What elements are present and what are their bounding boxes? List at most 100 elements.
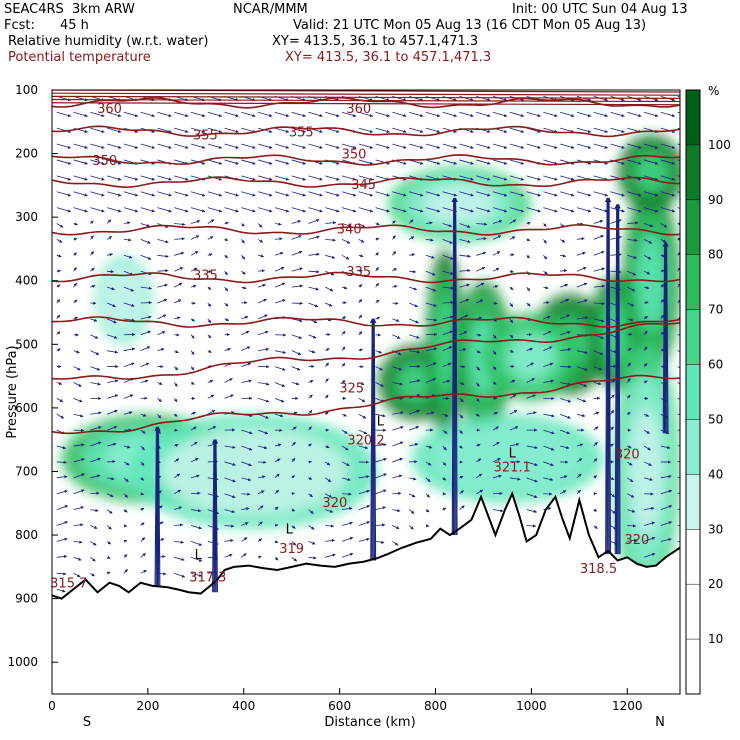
wind-arrow xyxy=(241,143,256,149)
wind-arrow xyxy=(56,475,68,479)
wind-arrow xyxy=(392,525,400,529)
wind-arrow xyxy=(73,143,88,149)
updraft-arrow xyxy=(369,318,375,561)
wind-arrow xyxy=(643,521,655,526)
wind-arrow xyxy=(409,409,420,415)
wind-arrow xyxy=(392,382,403,386)
wind-arrow xyxy=(442,429,448,434)
wind-arrow xyxy=(409,379,421,383)
wind-arrow xyxy=(560,207,575,213)
wind-arrow xyxy=(56,175,72,181)
wind-arrow xyxy=(526,191,541,197)
wind-arrow xyxy=(174,175,189,181)
updraft-arrow xyxy=(604,197,610,555)
wind-arrow xyxy=(224,254,228,259)
wind-arrow xyxy=(358,175,374,181)
wind-arrow xyxy=(325,493,333,498)
wind-arrow xyxy=(610,443,614,447)
wind-arrow xyxy=(56,398,64,403)
wind-arrow xyxy=(325,411,329,416)
wind-arrow xyxy=(325,524,335,528)
wind-arrow xyxy=(107,207,122,213)
y-tick-label: 100 xyxy=(15,83,38,97)
wind-arrow xyxy=(375,159,390,165)
wind-arrow xyxy=(392,318,400,322)
wind-arrow xyxy=(341,429,348,434)
wind-arrow xyxy=(325,509,334,513)
wind-arrow xyxy=(174,191,189,197)
wind-arrow xyxy=(677,282,680,288)
wind-arrow xyxy=(509,302,514,307)
wind-arrow xyxy=(56,239,63,243)
y-tick-label: 500 xyxy=(15,337,38,351)
wind-arrow xyxy=(224,493,236,499)
wind-arrow xyxy=(341,413,347,417)
wind-arrow xyxy=(459,254,471,258)
wind-arrow xyxy=(341,477,351,481)
wind-arrow xyxy=(425,286,437,292)
wind-arrow xyxy=(492,509,504,513)
wind-arrow xyxy=(560,330,571,336)
wind-arrow xyxy=(274,443,282,447)
wind-arrow xyxy=(677,508,680,511)
wind-arrow xyxy=(140,254,152,260)
colorbar-tick-label: 30 xyxy=(708,522,723,536)
wind-arrow xyxy=(526,411,537,415)
wind-arrow xyxy=(660,239,667,243)
y-tick-label: 900 xyxy=(15,592,38,606)
wind-arrow xyxy=(526,254,530,259)
wind-arrow xyxy=(409,207,424,213)
wind-arrow xyxy=(409,334,420,339)
wind-arrow xyxy=(375,473,387,479)
wind-arrow xyxy=(576,207,592,213)
wind-arrow xyxy=(190,381,195,385)
wind-arrow xyxy=(73,175,88,181)
wind-arrow xyxy=(576,191,592,197)
wind-arrow xyxy=(56,521,69,526)
theta-label: 335 xyxy=(346,265,371,280)
wind-arrow xyxy=(409,111,424,117)
wind-arrow xyxy=(526,207,541,213)
wind-arrow xyxy=(241,301,248,305)
wind-arrow xyxy=(174,316,181,320)
wind-arrow xyxy=(509,426,519,431)
wind-arrow xyxy=(593,235,604,240)
wind-arrow xyxy=(442,461,447,466)
wind-arrow xyxy=(325,461,331,466)
wind-arrow xyxy=(291,111,307,117)
wind-arrow xyxy=(341,207,357,213)
wind-arrow xyxy=(56,143,72,149)
wind-arrow xyxy=(375,143,390,149)
wind-arrow xyxy=(509,111,525,117)
theta-label: 320 xyxy=(615,448,640,463)
wind-arrow xyxy=(291,556,298,562)
wind-arrow xyxy=(241,159,256,165)
wind-arrow xyxy=(425,461,432,466)
wind-arrow xyxy=(677,397,680,400)
wind-arrow xyxy=(341,175,357,181)
wind-arrow xyxy=(157,331,166,336)
fcst-label: Fcst: xyxy=(4,18,35,33)
wind-arrow xyxy=(174,523,184,527)
model-label: SEAC4RS 3km ARW xyxy=(4,2,135,17)
colorbar-tick-label: 90 xyxy=(708,193,723,207)
wind-arrow xyxy=(576,489,581,495)
wind-arrow xyxy=(224,539,234,543)
wind-arrow xyxy=(107,111,122,117)
wind-arrow xyxy=(593,127,609,133)
wind-arrow xyxy=(107,394,119,399)
wind-arrow xyxy=(476,95,491,102)
wind-arrow xyxy=(643,159,659,165)
wind-arrow xyxy=(560,254,567,258)
wind-arrow xyxy=(174,237,185,241)
wind-arrow xyxy=(174,267,184,272)
wind-arrow xyxy=(492,350,497,355)
wind-arrow xyxy=(190,474,200,479)
wind-arrow xyxy=(207,143,223,149)
wind-arrow xyxy=(56,505,69,510)
wind-arrow xyxy=(325,302,333,307)
wind-arrow xyxy=(627,238,638,242)
wind-arrow xyxy=(107,555,111,559)
wind-arrow xyxy=(560,347,572,352)
